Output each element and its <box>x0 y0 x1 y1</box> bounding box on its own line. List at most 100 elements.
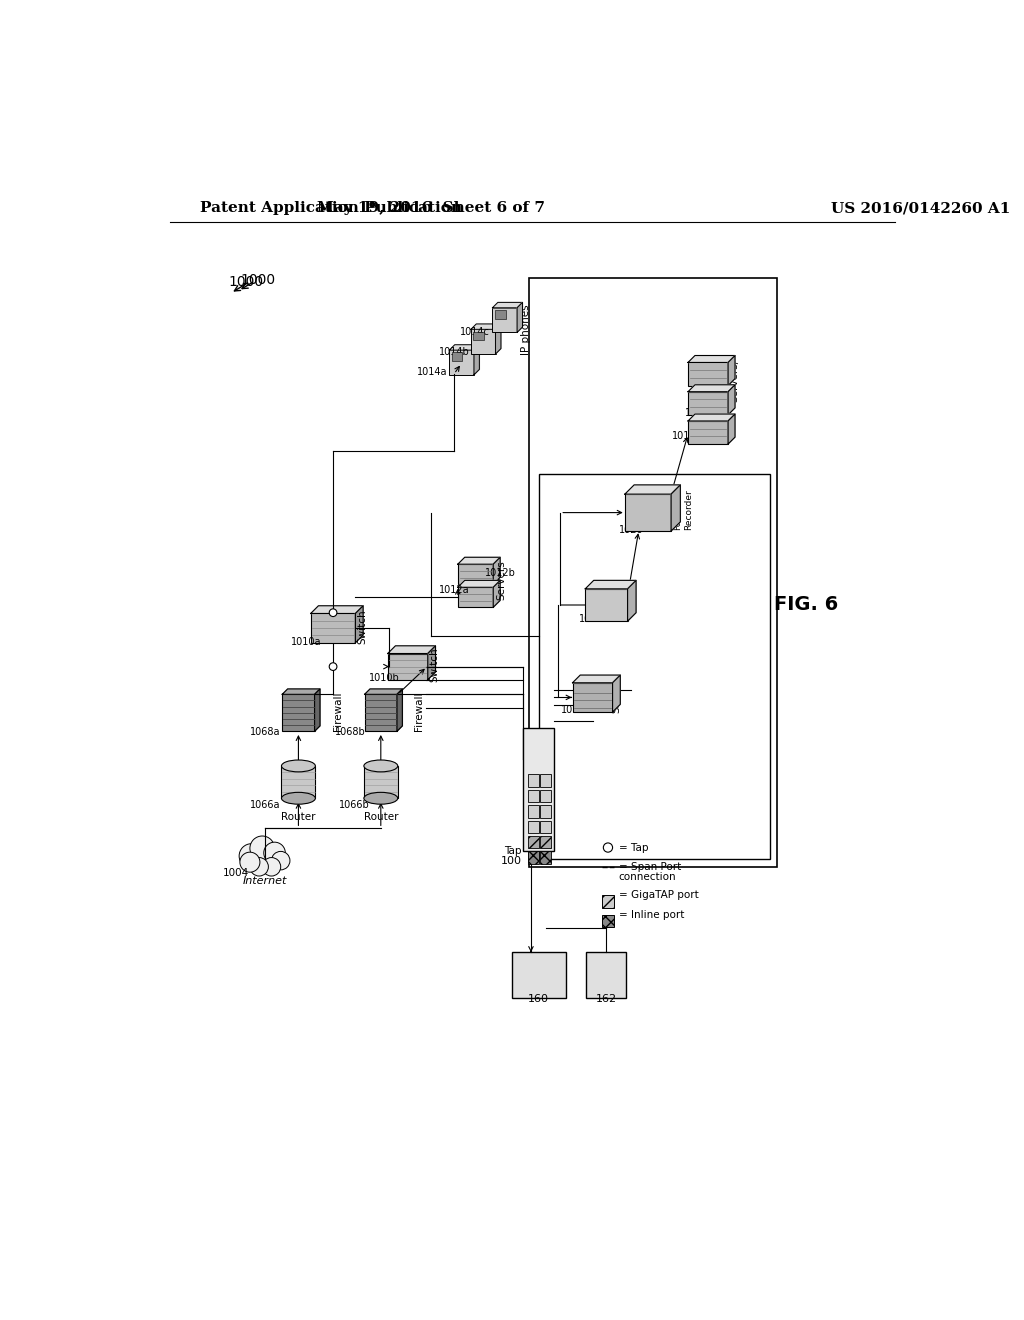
Text: Internet: Internet <box>243 875 288 886</box>
Polygon shape <box>688 355 735 363</box>
Text: 1066b: 1066b <box>339 800 370 810</box>
Text: 1010b: 1010b <box>370 673 400 684</box>
Text: Router: Router <box>364 812 398 822</box>
Polygon shape <box>355 606 364 643</box>
Polygon shape <box>517 302 522 333</box>
Circle shape <box>603 843 612 853</box>
Bar <box>572 682 612 711</box>
Bar <box>458 564 494 585</box>
Polygon shape <box>728 414 735 444</box>
Text: 1012a: 1012a <box>438 585 469 594</box>
Circle shape <box>330 609 337 616</box>
Text: 1012d: 1012d <box>685 408 716 417</box>
Text: IP phones: IP phones <box>521 304 531 355</box>
Polygon shape <box>728 385 735 414</box>
Ellipse shape <box>282 760 315 772</box>
Text: 160: 160 <box>528 994 549 1005</box>
Text: Servers: Servers <box>497 561 506 601</box>
Polygon shape <box>628 581 636 622</box>
Bar <box>541 836 551 849</box>
Text: 1020: 1020 <box>618 524 643 535</box>
Text: 1010a: 1010a <box>291 638 322 647</box>
Ellipse shape <box>282 792 315 804</box>
Bar <box>283 694 314 731</box>
Text: 1068b: 1068b <box>336 727 367 737</box>
Polygon shape <box>458 557 500 564</box>
Text: 1012e: 1012e <box>699 383 730 393</box>
Text: = Inline port: = Inline port <box>618 909 684 920</box>
Polygon shape <box>388 645 435 653</box>
Polygon shape <box>310 606 364 614</box>
Text: Firewall: Firewall <box>414 692 424 731</box>
Text: 1012b: 1012b <box>484 568 516 578</box>
Text: = Tap: = Tap <box>618 842 648 853</box>
Text: Sniffer: Sniffer <box>611 678 622 713</box>
Bar <box>364 766 397 799</box>
Bar <box>458 587 494 607</box>
Text: Switch: Switch <box>429 648 439 682</box>
Text: 1012c: 1012c <box>672 430 701 441</box>
Bar <box>529 277 777 867</box>
Bar <box>528 821 539 833</box>
Text: = Span Port: = Span Port <box>618 862 681 871</box>
Bar <box>625 494 671 531</box>
Polygon shape <box>612 675 621 711</box>
Bar <box>523 729 554 851</box>
Bar <box>471 330 496 354</box>
Bar <box>541 775 551 787</box>
Bar <box>473 331 484 341</box>
Bar <box>450 350 474 375</box>
Bar <box>602 895 614 908</box>
Bar <box>512 952 565 998</box>
Bar <box>688 363 728 385</box>
Polygon shape <box>494 557 500 585</box>
Polygon shape <box>572 675 621 682</box>
Text: Tap: Tap <box>504 846 521 857</box>
Bar <box>528 851 539 863</box>
Text: 1068a: 1068a <box>250 727 281 737</box>
Text: 162: 162 <box>596 994 617 1005</box>
Polygon shape <box>474 345 479 375</box>
Bar <box>388 653 428 680</box>
Polygon shape <box>688 385 735 392</box>
Text: 1000: 1000 <box>240 273 275 286</box>
Bar <box>688 392 728 414</box>
Polygon shape <box>671 484 680 531</box>
Polygon shape <box>314 689 319 731</box>
Polygon shape <box>586 581 636 589</box>
Bar <box>541 851 551 863</box>
Bar <box>528 836 539 849</box>
Polygon shape <box>283 689 319 694</box>
Bar <box>365 694 397 731</box>
Bar <box>495 310 506 318</box>
Ellipse shape <box>364 792 397 804</box>
Bar <box>541 805 551 817</box>
Polygon shape <box>688 414 735 421</box>
Polygon shape <box>625 484 680 494</box>
Bar <box>541 821 551 833</box>
Bar <box>587 952 627 998</box>
Text: connection: connection <box>618 871 677 882</box>
Bar <box>528 789 539 803</box>
Text: 1000: 1000 <box>228 275 263 289</box>
Bar <box>493 308 517 333</box>
Text: Firewall: Firewall <box>333 692 343 731</box>
Polygon shape <box>458 581 500 587</box>
Text: 1018: 1018 <box>579 614 603 624</box>
Polygon shape <box>365 689 402 694</box>
Bar <box>586 589 628 622</box>
Text: FIG. 6: FIG. 6 <box>774 595 839 615</box>
Bar <box>528 775 539 787</box>
Text: Patent Application Publication: Patent Application Publication <box>200 202 462 215</box>
Polygon shape <box>397 689 402 731</box>
Bar <box>282 766 315 799</box>
Circle shape <box>330 663 337 671</box>
Bar <box>528 805 539 817</box>
Ellipse shape <box>364 760 397 772</box>
Text: 1014b: 1014b <box>439 347 470 358</box>
Text: Forensic
Recorder: Forensic Recorder <box>674 490 693 529</box>
Polygon shape <box>493 302 522 308</box>
Polygon shape <box>450 345 479 350</box>
Text: US 2016/0142260 A1: US 2016/0142260 A1 <box>831 202 1011 215</box>
Text: 100: 100 <box>501 855 521 866</box>
